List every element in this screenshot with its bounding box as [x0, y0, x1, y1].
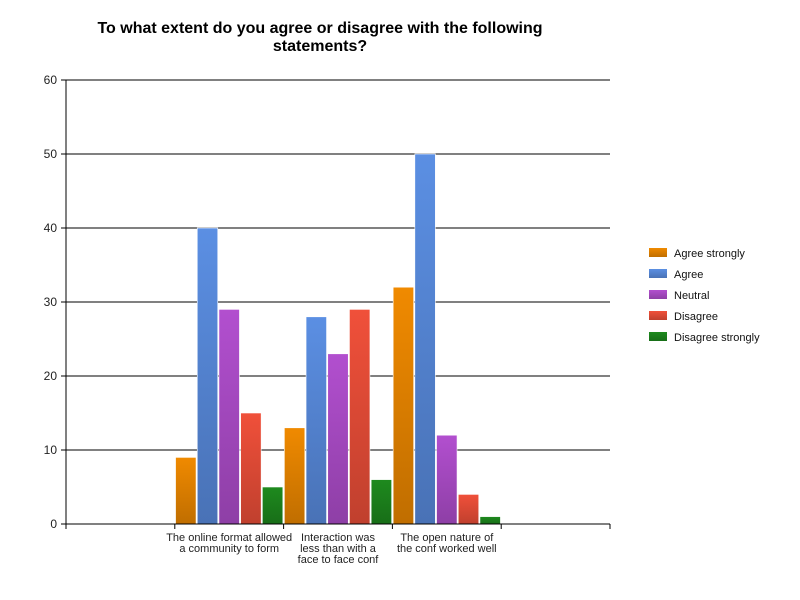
bar-neutral	[436, 434, 458, 525]
bar-agree-strongly	[284, 427, 306, 525]
y-tick-label: 30	[44, 295, 58, 309]
legend-label: Disagree	[674, 311, 718, 323]
category-label: Interaction was	[301, 532, 375, 544]
bar-disagree	[240, 412, 262, 525]
bar-neutral	[327, 353, 349, 525]
legend-swatch	[649, 269, 667, 278]
y-tick-label: 60	[44, 73, 58, 87]
category-label: face to face conf	[298, 554, 380, 566]
category-label: a community to form	[179, 543, 279, 555]
legend: Agree strongly Agree Neutral Disagree Disagr…	[649, 248, 760, 344]
legend-swatch	[649, 290, 667, 299]
bar-agree-strongly	[392, 286, 414, 525]
y-tick-label: 0	[50, 517, 57, 531]
category-label: The open nature of	[400, 532, 494, 544]
axes	[61, 79, 611, 529]
chart-title-line-2: statements?	[273, 38, 367, 55]
bar-neutral	[218, 309, 240, 525]
y-tick-label: 50	[44, 147, 58, 161]
bar-disagree	[349, 309, 371, 525]
legend-label: Disagree strongly	[674, 332, 760, 344]
category-label: The online format allowed	[166, 532, 292, 544]
category-label: the conf worked well	[397, 543, 497, 555]
y-tick-label: 10	[44, 443, 58, 457]
y-tick-label: 20	[44, 369, 58, 383]
legend-label: Agree	[674, 269, 703, 281]
bar-disagree	[457, 494, 480, 525]
legend-label: Neutral	[674, 290, 709, 302]
grid-lines	[66, 79, 610, 451]
bar-disagree-strongly	[479, 516, 501, 525]
chart-title-line-1: To what extent do you agree or disagree …	[97, 20, 542, 37]
legend-swatch	[649, 311, 667, 320]
legend-label: Agree strongly	[674, 248, 745, 260]
bar-agree-strongly	[175, 457, 197, 525]
bar-agree	[414, 153, 436, 525]
category-label: less than with a	[300, 543, 377, 555]
legend-swatch	[649, 248, 667, 257]
y-tick-labels: 0 10 20 30 40 50 60	[44, 73, 58, 531]
y-tick-label: 40	[44, 221, 58, 235]
bar-agree	[305, 316, 327, 525]
bar-disagree-strongly	[370, 479, 392, 525]
bars	[175, 153, 501, 525]
bar-agree	[196, 227, 219, 525]
bar-disagree-strongly	[262, 486, 284, 525]
legend-swatch	[649, 332, 667, 341]
